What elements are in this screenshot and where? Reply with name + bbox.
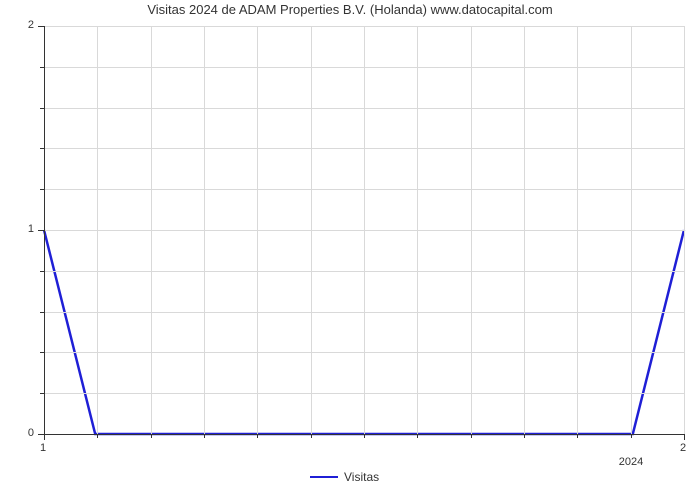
gridline-h-minor [44,312,684,313]
gridline-h [44,26,684,27]
chart-title: Visitas 2024 de ADAM Properties B.V. (Ho… [0,2,700,17]
x-special-label: 2024 [619,456,643,468]
gridline-h-minor [44,352,684,353]
y-tick-label: 0 [28,427,34,439]
plot-area [44,26,684,434]
x-axis-line [44,434,684,435]
gridline-h-minor [44,271,684,272]
y-axis-line [44,26,45,434]
legend-label: Visitas [344,470,379,484]
x-tick-label: 2 [680,442,686,454]
gridline-h-minor [44,67,684,68]
x-tick [684,434,685,440]
gridline-h-minor [44,393,684,394]
gridline-v [684,26,685,434]
y-tick-label: 1 [28,223,34,235]
x-tick-label: 1 [40,442,46,454]
gridline-h-minor [44,189,684,190]
legend: Visitas [310,470,379,484]
gridline-h [44,230,684,231]
y-tick-label: 2 [28,19,34,31]
gridline-h-minor [44,108,684,109]
legend-swatch [310,476,338,479]
chart-container: Visitas 2024 de ADAM Properties B.V. (Ho… [0,0,700,500]
gridline-h-minor [44,148,684,149]
